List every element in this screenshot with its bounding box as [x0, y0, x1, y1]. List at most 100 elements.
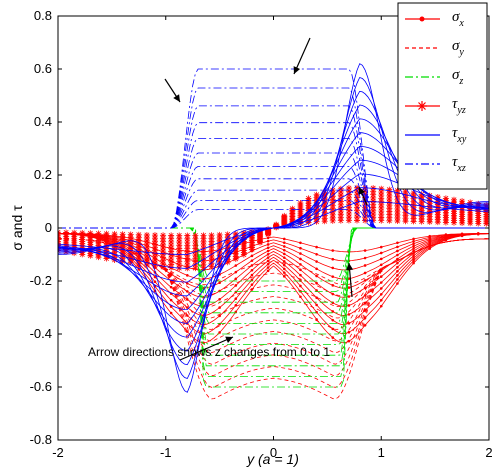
- sigma-x-marker: [428, 247, 432, 250]
- sigma-x-marker: [379, 245, 383, 249]
- tau-yz-marker: [168, 232, 175, 239]
- tau-yz-marker: [386, 202, 393, 209]
- annotation-arrowhead: [225, 336, 233, 343]
- tau-yz-marker: [378, 195, 385, 202]
- sigma-x-marker: [282, 263, 286, 267]
- legend: σx σy σz τyz τxy τxz: [397, 2, 488, 190]
- sigma-x-marker: [218, 281, 221, 285]
- sigma-x-marker: [234, 290, 238, 294]
- sigma-x-marker: [315, 296, 318, 299]
- tau-yz-marker: [345, 217, 352, 224]
- tau-yz-marker: [160, 244, 167, 251]
- tau-yz-marker: [289, 221, 296, 228]
- sigma-x-marker: [379, 275, 383, 278]
- sigma-x-marker: [363, 271, 367, 275]
- tau-yz-marker: [176, 261, 183, 268]
- tau-yz-marker: [176, 248, 183, 255]
- tau-yz-marker: [176, 232, 183, 239]
- tau-yz-marker: [143, 262, 150, 269]
- sigma-x-marker: [347, 330, 351, 334]
- tau-yz-marker: [176, 235, 183, 242]
- tau-yz-marker: [176, 239, 183, 246]
- tau-yz-marker: [208, 232, 215, 239]
- sigma-x-marker: [266, 243, 270, 246]
- tau-yz-marker: [160, 257, 167, 264]
- tau-yz-marker: [176, 245, 183, 252]
- sigma-x-marker: [347, 304, 351, 307]
- tau-yz-marker: [354, 214, 361, 221]
- sigma-x-marker: [266, 246, 270, 250]
- tau-yz-marker: [176, 255, 183, 262]
- sigma-x-marker: [218, 331, 221, 334]
- x-tick-label: 0: [270, 445, 277, 460]
- tau-yz-marker: [208, 257, 215, 264]
- sigma-x-marker: [315, 281, 318, 285]
- sigma-x-marker: [282, 271, 286, 274]
- legend-label: τyz: [452, 96, 466, 116]
- tau-yz-marker: [378, 188, 385, 195]
- tau-yz-marker: [354, 207, 361, 214]
- sigma-x-marker: [412, 259, 415, 263]
- tau-yz-marker: [378, 214, 385, 221]
- tau-yz-marker: [184, 248, 191, 255]
- sigma-x-marker: [444, 238, 448, 242]
- sigma-x-marker: [379, 257, 383, 261]
- x-tick-label: 1: [378, 445, 385, 460]
- sigma-x-marker: [315, 260, 318, 263]
- sigma-x-marker: [331, 266, 335, 270]
- sigma-x-marker: [347, 322, 351, 325]
- tau-yz-marker: [143, 243, 150, 250]
- legend-box: [397, 2, 488, 190]
- tau-yz-marker: [354, 191, 361, 198]
- tau-yz-marker: [329, 211, 336, 218]
- x-tick-label: 2: [485, 445, 492, 460]
- sigma-x-marker: [363, 249, 367, 252]
- legend-marker: [417, 101, 427, 111]
- tau-yz-marker: [329, 193, 336, 200]
- tau-yz-marker: [160, 263, 167, 270]
- tau-yz-marker: [127, 231, 134, 238]
- sigma-x-marker: [282, 260, 286, 263]
- tau-yz-marker: [370, 201, 377, 208]
- sigma-x-marker: [169, 305, 173, 308]
- tau-yz-marker: [378, 185, 385, 192]
- sigma-x-marker: [460, 234, 464, 238]
- tau-yz-marker: [378, 208, 385, 215]
- tau-yz-marker: [354, 204, 361, 211]
- tau-yz-marker: [200, 264, 207, 271]
- sigma-x-marker: [315, 267, 318, 271]
- tau-yz-marker: [370, 204, 377, 211]
- tau-yz-marker: [354, 188, 361, 195]
- sigma-x-marker: [412, 261, 415, 265]
- tau-yz-marker: [370, 198, 377, 205]
- sigma-x-marker: [331, 310, 335, 313]
- tau-yz-marker: [143, 237, 150, 244]
- tau-yz-marker: [208, 244, 215, 251]
- tau-yz-marker: [192, 232, 199, 239]
- tau-yz-marker: [345, 198, 352, 205]
- tau-yz-marker: [394, 205, 401, 212]
- sigma-x-marker: [396, 257, 399, 261]
- tau-yz-marker: [386, 186, 393, 193]
- tau-yz-marker: [160, 251, 167, 258]
- tau-yz-marker: [184, 245, 191, 252]
- sigma-x-marker: [250, 278, 254, 282]
- tau-yz-marker: [345, 201, 352, 208]
- tau-yz-marker: [208, 238, 215, 245]
- y-tick-label: 0.8: [34, 8, 52, 23]
- tau-yz-marker: [143, 252, 150, 259]
- sigma-x-marker: [331, 318, 335, 322]
- tau-yz-marker: [329, 190, 336, 197]
- tau-yz-marker: [151, 263, 158, 270]
- tau-yz-marker: [370, 207, 377, 214]
- tau-yz-marker: [103, 230, 110, 237]
- tau-yz-marker: [370, 217, 377, 224]
- sigma-x-marker: [153, 280, 157, 284]
- tau-yz-marker: [337, 198, 344, 205]
- sigma-x-marker: [412, 249, 415, 253]
- tau-yz-marker: [345, 207, 352, 214]
- tau-yz-marker: [143, 246, 150, 253]
- tau-yz-marker: [160, 238, 167, 245]
- tau-yz-marker: [345, 214, 352, 221]
- tau-yz-marker: [192, 239, 199, 246]
